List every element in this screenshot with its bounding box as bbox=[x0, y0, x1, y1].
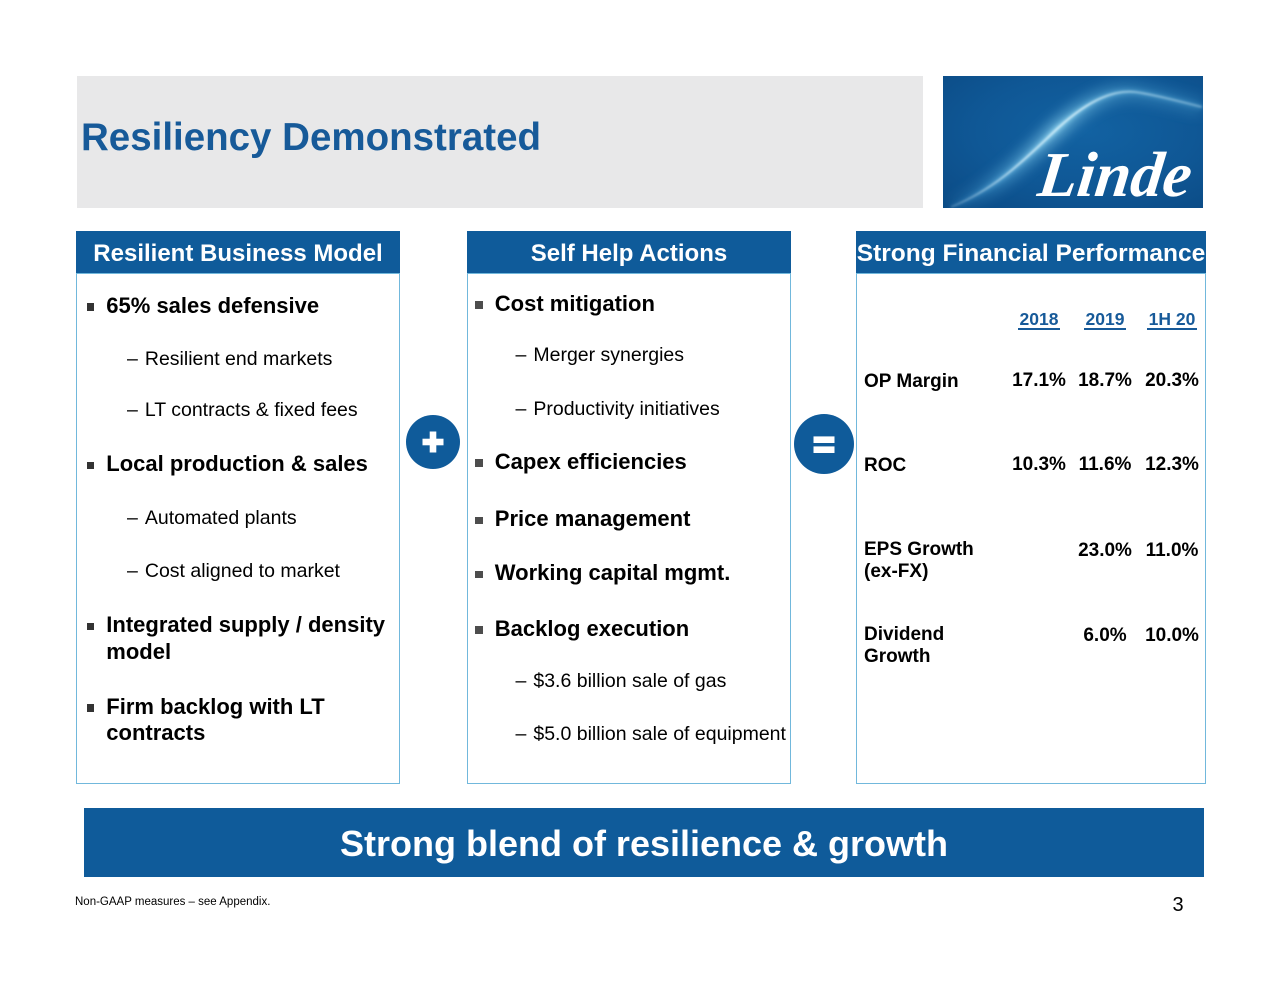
svg-text:Linde: Linde bbox=[1034, 139, 1197, 208]
